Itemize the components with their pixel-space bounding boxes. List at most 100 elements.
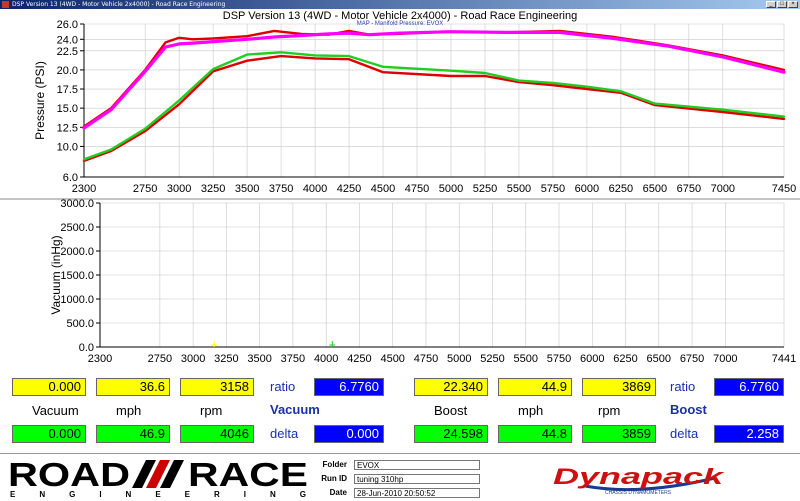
window-title-bar: DSP Version 13 (4WD - Motor Vehicle 2x40…	[0, 0, 800, 9]
x-tick-label: 5500	[514, 353, 538, 365]
boost-rpm-label: rpm	[598, 403, 621, 418]
charts-svg: DSP Version 13 (4WD - Motor Vehicle 2x40…	[0, 10, 800, 365]
boost-ratio-label: ratio	[670, 379, 696, 394]
x-tick-label: 3500	[247, 353, 271, 365]
x-tick-label: 4500	[380, 353, 404, 365]
x-tick-label: 2750	[133, 183, 157, 195]
y-axis-title: Pressure (PSI)	[33, 61, 47, 140]
vacuum-column-label: Vacuum	[32, 403, 79, 418]
vacuum-section-title: Vacuum	[270, 402, 320, 417]
logo-engineering-text: E N G I N E E R I N G	[10, 490, 306, 498]
minimize-button[interactable]: _	[766, 1, 776, 8]
vacuum-delta-box: 0.000	[314, 425, 384, 443]
x-tick-label: 6000	[575, 183, 599, 195]
folder-field: EVOX	[354, 460, 480, 470]
chart-title: DSP Version 13 (4WD - Motor Vehicle 2x40…	[223, 10, 577, 22]
y-tick-label: 12.5	[57, 122, 78, 134]
x-tick-label: 3750	[269, 183, 293, 195]
close-button[interactable]: ×	[788, 1, 798, 8]
x-tick-label: 7000	[713, 353, 737, 365]
x-tick-label: 4750	[405, 183, 429, 195]
pressure-chart: 2300 2750 3000 3250 3500 3750 4000 4250 4500 4750…	[33, 19, 796, 195]
x-tick-label: 3250	[214, 353, 238, 365]
vacuum-ratio-label: ratio	[270, 379, 296, 394]
x-tick-label: 7450	[772, 183, 796, 195]
y-tick-label: 500.0	[66, 318, 94, 330]
x-tick-label: 4250	[347, 353, 371, 365]
y-tick-label: 2000.0	[60, 246, 94, 258]
dynapack-logo: Dynapack CHASSIS DYNAMOMETERS	[553, 464, 726, 496]
x-tick-label: 4500	[371, 183, 395, 195]
vacuum-rpm-box: 3158	[180, 378, 254, 396]
vacuum-chart: 2300 2750 3000 3250 3500 3750 4000 4250 4500 4750…	[0, 198, 800, 365]
boost-rpm-box: 3869	[582, 378, 656, 396]
y-tick-label: 22.5	[57, 46, 78, 58]
x-tick-label: 4000	[303, 183, 327, 195]
x-tick-label: 7441	[772, 353, 796, 365]
boost-ratio-box: 6.7760	[714, 378, 784, 396]
logo-race-text: RACE	[188, 458, 308, 493]
date-label: Date	[329, 488, 347, 497]
road-race-logo: ROAD RACE E N G I N E E R I N G	[8, 458, 308, 498]
vacuum-mph-label: mph	[116, 403, 142, 418]
y-tick-label: 6.0	[63, 172, 78, 184]
x-tick-label: 6500	[647, 353, 671, 365]
vacuum-mph-box: 36.6	[96, 378, 170, 396]
y-tick-label: 26.0	[57, 19, 78, 31]
y-tick-label: 24.0	[57, 34, 78, 46]
y-tick-label: 10.0	[57, 141, 78, 153]
y-tick-label: 15.0	[57, 103, 78, 115]
dynapack-logo-text: Dynapack	[553, 464, 726, 489]
x-tick-label: 6250	[609, 183, 633, 195]
app-icon	[2, 1, 9, 8]
x-tick-label: 5250	[473, 183, 497, 195]
boost-mph-box: 44.9	[498, 378, 572, 396]
folder-label: Folder	[322, 460, 347, 469]
runid-field: tuning 310hp	[354, 474, 480, 484]
x-tick-label: 3750	[281, 353, 305, 365]
vacuum-mph-box-2: 46.9	[96, 425, 170, 443]
x-tick-label: 2300	[72, 183, 96, 195]
x-tick-label: 5000	[439, 183, 463, 195]
vacuum-ratio-box: 6.7760	[314, 378, 384, 396]
x-tick-label: 6500	[643, 183, 667, 195]
readout-panel: 0.000 36.6 3158 ratio 6.7760 22.340 44.9…	[0, 370, 800, 453]
logo-slashes-icon	[132, 460, 184, 488]
y-tick-label: 2500.0	[60, 222, 94, 234]
boost-delta-box: 2.258	[714, 425, 784, 443]
series-line-1	[82, 30, 786, 130]
x-tick-label: 7000	[711, 183, 735, 195]
y-tick-label: 1500.0	[60, 270, 94, 282]
x-tick-label: 3250	[201, 183, 225, 195]
y-tick-label: 3000.0	[60, 198, 94, 210]
x-tick-label: 4250	[337, 183, 361, 195]
x-tick-label: 5500	[507, 183, 531, 195]
x-tick-label: 3000	[181, 353, 205, 365]
logo-road-text: ROAD	[8, 458, 130, 493]
x-tick-label: 4750	[414, 353, 438, 365]
x-tick-label: 2750	[148, 353, 172, 365]
vacuum-value-box-2: 0.000	[12, 425, 86, 443]
x-tick-label: 2300	[88, 353, 112, 365]
plot-area: DSP Version 13 (4WD - Motor Vehicle 2x40…	[0, 9, 800, 370]
vacuum-value-box: 0.000	[12, 378, 86, 396]
window-title: DSP Version 13 (4WD - Motor Vehicle 2x40…	[12, 1, 226, 8]
boost-section-title: Boost	[670, 402, 707, 417]
x-tick-label: 6000	[580, 353, 604, 365]
series-line-0	[82, 29, 786, 128]
vacuum-delta-label: delta	[270, 426, 299, 441]
vacuum-rpm-label: rpm	[200, 403, 223, 418]
y-tick-label: 1000.0	[60, 294, 94, 306]
dynapack-tagline: CHASSIS DYNAMOMETERS	[605, 490, 672, 496]
boost-mph-box-2: 44.8	[498, 425, 572, 443]
boost-value-box-2: 24.598	[414, 425, 488, 443]
boost-delta-label: delta	[670, 426, 699, 441]
vacuum-rpm-box-2: 4046	[180, 425, 254, 443]
boost-column-label: Boost	[434, 403, 468, 418]
maximize-button[interactable]: □	[777, 1, 787, 8]
y-tick-label: 17.5	[57, 84, 78, 96]
series-line-2	[82, 54, 786, 163]
series-line-3	[82, 51, 786, 161]
boost-value-box: 22.340	[414, 378, 488, 396]
x-tick-label: 6250	[613, 353, 637, 365]
